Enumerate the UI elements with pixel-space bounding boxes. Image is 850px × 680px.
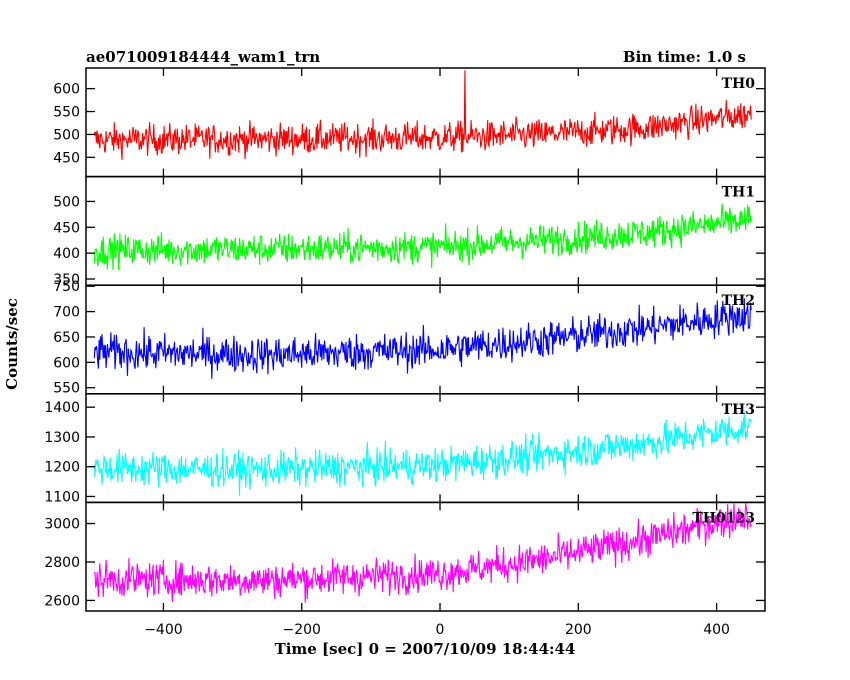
series-line-th0123 [93, 502, 752, 603]
x-tick-label: −200 [283, 622, 321, 638]
panel-label-th1: TH1 [722, 185, 755, 201]
panel-frame [85, 501, 766, 612]
chart-title: ae071009184444_wam1_trn [86, 48, 320, 66]
y-tick-label: 600 [53, 355, 80, 371]
panel-th0: 450 500 550 600 TH0 [53, 67, 766, 178]
y-tick-label: 650 [53, 330, 80, 346]
y-tick-label: 500 [53, 194, 80, 210]
y-tick-label: 2600 [44, 593, 80, 609]
x-tick-label: −400 [144, 622, 182, 638]
panel-label-th0123: TH0123 [692, 510, 755, 526]
y-tick-label: 400 [53, 246, 80, 262]
x-axis-label: Time [sec] 0 = 2007/10/09 18:44:44 [275, 640, 576, 658]
panel-label-th2: TH2 [722, 293, 755, 309]
y-tick-label: 350 [53, 272, 80, 288]
x-tick-label: 200 [565, 622, 592, 638]
y-axis-label: Counts/sec [3, 298, 21, 390]
panel-th3: 1100 1200 1300 1400 TH3 [44, 393, 766, 505]
x-tick-label: 400 [703, 622, 730, 638]
y-tick-label: 500 [53, 127, 80, 143]
y-tick-label: 600 [53, 82, 80, 98]
series-line-th2 [93, 298, 752, 379]
x-tick-label: 0 [436, 622, 445, 638]
bin-time-label: Bin time: 1.0 s [623, 48, 746, 66]
y-tick-label: 3000 [44, 517, 80, 533]
panel-label-th0: TH0 [722, 76, 756, 92]
y-tick-label: 1400 [44, 400, 80, 416]
series-line-th0 [93, 70, 752, 160]
series-line-th3 [93, 411, 752, 496]
y-tick-label: 450 [53, 220, 80, 236]
panel-th0123: 2600 2800 3000 TH0123 [44, 501, 766, 612]
y-tick-label: 450 [53, 150, 80, 166]
panel-stack: 450 500 550 600 TH0 350 400 450 500 TH1 550 600 650 7… [44, 67, 766, 638]
y-tick-label: 550 [53, 381, 80, 397]
y-tick-label: 750 [53, 279, 80, 295]
panel-frame [85, 67, 766, 178]
y-tick-label: 700 [53, 305, 80, 321]
y-tick-label: 1300 [44, 430, 80, 446]
y-tick-label: 550 [53, 105, 80, 121]
panel-th1: 350 400 450 500 TH1 [53, 175, 766, 288]
panel-label-th3: TH3 [722, 402, 755, 418]
y-tick-label: 2800 [44, 555, 80, 571]
panel-th2: 550 600 650 700 750 TH2 [53, 279, 766, 397]
series-line-th1 [93, 203, 752, 271]
y-tick-label: 1200 [44, 460, 80, 476]
y-tick-label: 1100 [44, 489, 80, 505]
panel-frame [85, 284, 766, 395]
